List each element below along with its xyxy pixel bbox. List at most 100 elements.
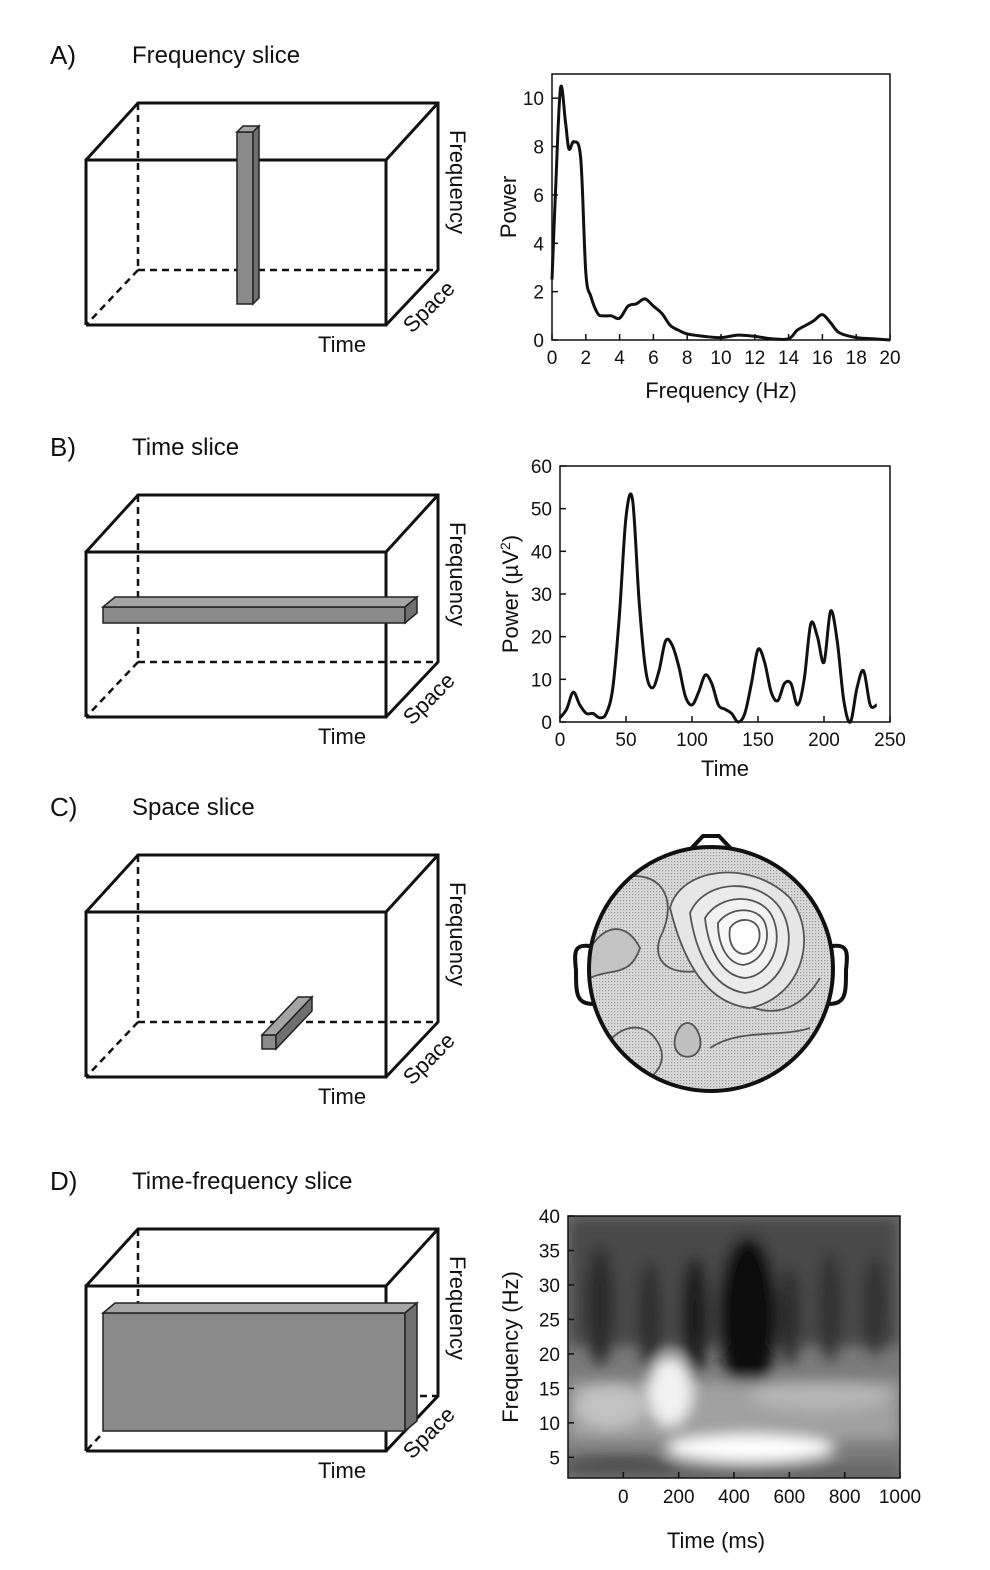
chart-a-series-line	[550, 84, 891, 342]
y-tick-label: 15	[539, 1379, 560, 1400]
chart-b-ylabel-sup: 2	[497, 542, 513, 550]
y-tick-label: 4	[533, 234, 544, 255]
x-tick-label: 250	[874, 730, 906, 751]
x-tick-label: 14	[778, 348, 800, 369]
panel-a-cube: Frequency Space Time	[84, 101, 470, 357]
panel-d-title: Time-frequency slice	[132, 1168, 353, 1195]
x-tick-label: 200	[808, 730, 840, 751]
panel-c-title: Space slice	[132, 794, 255, 821]
y-tick-label: 5	[549, 1448, 560, 1469]
cube-hidden-edges	[85, 1229, 438, 1452]
left-ear-icon	[573, 943, 595, 1006]
panel-a: A) Frequency slice Frequency Space Time …	[0, 40, 990, 420]
y-tick-label: 40	[531, 542, 552, 563]
panel-d-letter: D)	[50, 1166, 78, 1196]
x-tick-label: 16	[812, 348, 833, 369]
x-tick-label: 400	[718, 1487, 750, 1508]
cube-label-time: Time	[318, 724, 366, 749]
chart-a-xlabel: Frequency (Hz)	[645, 378, 797, 403]
y-tick-label: 35	[539, 1241, 560, 1262]
y-tick-label: 40	[539, 1207, 560, 1228]
cube-hidden-edges	[85, 103, 438, 326]
time-frequency-slice-block	[100, 1301, 420, 1433]
y-tick-label: 25	[539, 1310, 560, 1331]
x-tick-label: 10	[710, 348, 731, 369]
x-tick-label: 600	[773, 1487, 805, 1508]
panel-b: B) Time slice Frequency Space Time 0 50 10…	[0, 432, 990, 792]
frequency-slice-bar	[235, 124, 261, 306]
head-outline-stroke	[587, 845, 835, 1093]
panel-b-letter: B)	[50, 432, 76, 462]
x-tick-label: 8	[682, 348, 693, 369]
x-tick-label: 50	[615, 730, 636, 751]
panel-c: C) Space slice Frequency Space Time	[0, 792, 990, 1122]
x-tick-label: 0	[547, 348, 558, 369]
x-tick-label: 6	[648, 348, 659, 369]
cube-frame	[84, 493, 440, 719]
x-tick-label: 20	[879, 348, 900, 369]
cube-label-frequency: Frequency	[445, 130, 470, 234]
cube-label-time: Time	[318, 1084, 366, 1109]
y-tick-label: 30	[539, 1276, 560, 1297]
chart-b-series-line	[558, 492, 878, 724]
y-tick-label: 50	[531, 500, 552, 521]
chart-d-xlabel: Time (ms)	[667, 1528, 765, 1553]
power-time-chart: 0 50 100 150 200 250 0 10 20 30 40 50 60 Time Power …	[497, 457, 906, 781]
cube-label-space: Space	[398, 668, 460, 730]
cube-label-time: Time	[318, 1458, 366, 1483]
x-tick-label: 200	[663, 1487, 695, 1508]
cube-frame	[84, 853, 440, 1079]
x-tick-label: 1000	[879, 1487, 921, 1508]
y-tick-label: 10	[531, 670, 552, 691]
panel-a-letter: A)	[50, 40, 76, 70]
cube-label-frequency: Frequency	[445, 882, 470, 986]
panel-b-title: Time slice	[132, 434, 240, 461]
topography-contours	[589, 871, 821, 1089]
panel-d: D) Time-frequency slice Frequency Space …	[0, 1166, 990, 1566]
x-tick-label: 2	[581, 348, 592, 369]
y-tick-label: 8	[533, 138, 544, 159]
y-tick-label: 20	[531, 628, 552, 649]
space-slice-bar	[260, 995, 314, 1051]
time-frequency-heatmap: 0 200 400 600 800 1000 5 10 15 20 25 30 35 40 Time (m…	[498, 1207, 921, 1553]
x-tick-label: 0	[618, 1487, 629, 1508]
cube-label-frequency: Frequency	[445, 522, 470, 626]
panel-d-cube: Frequency Space Time	[84, 1227, 470, 1483]
y-tick-label: 10	[539, 1414, 560, 1435]
y-tick-label: 30	[531, 585, 552, 606]
x-tick-label: 18	[846, 348, 867, 369]
chart-d-ylabel: Frequency (Hz)	[498, 1271, 523, 1423]
right-ear-icon	[827, 943, 849, 1006]
x-tick-label: 12	[744, 348, 765, 369]
chart-a-plot-area	[551, 73, 891, 341]
y-tick-label: 6	[533, 186, 544, 207]
y-tick-label: 10	[523, 89, 544, 110]
scalp-topography	[573, 834, 849, 1093]
y-tick-label: 0	[541, 713, 552, 734]
nose-icon	[684, 834, 738, 856]
y-tick-label: 60	[531, 457, 552, 478]
chart-b-ylabel-suffix: )	[498, 535, 523, 542]
chart-b-ylabel-prefix: Power (µV	[498, 550, 523, 653]
cube-frame	[84, 1227, 440, 1453]
chart-b-xlabel: Time	[701, 756, 749, 781]
time-slice-bar	[100, 595, 420, 625]
cube-frame	[84, 101, 440, 327]
cube-label-frequency: Frequency	[445, 1256, 470, 1360]
cube-label-space: Space	[398, 276, 460, 338]
y-tick-label: 2	[533, 283, 544, 304]
x-tick-label: 150	[742, 730, 774, 751]
x-tick-label: 4	[614, 348, 625, 369]
panel-b-cube: Frequency Space Time	[84, 493, 470, 749]
panel-a-title: Frequency slice	[132, 42, 301, 69]
cube-label-time: Time	[318, 332, 366, 357]
y-tick-label: 20	[539, 1345, 560, 1366]
x-tick-label: 800	[829, 1487, 861, 1508]
y-tick-label: 0	[533, 331, 544, 352]
panel-c-letter: C)	[50, 792, 78, 822]
chart-a-ylabel: Power	[496, 176, 521, 238]
cube-label-space: Space	[398, 1028, 460, 1090]
x-tick-label: 0	[555, 730, 566, 751]
cube-hidden-edges	[85, 495, 438, 718]
